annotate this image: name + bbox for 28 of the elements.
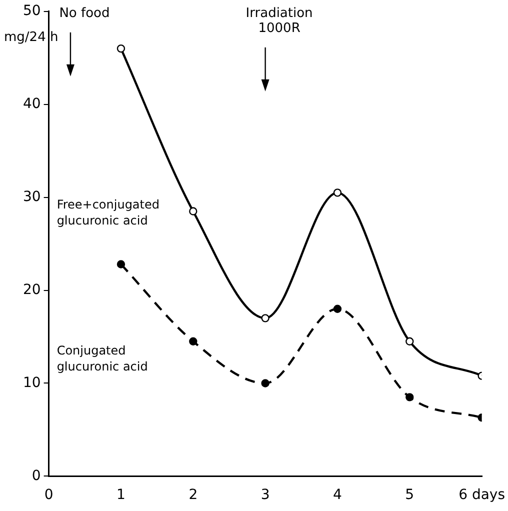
point xyxy=(406,337,414,346)
x-tick-label: 3 xyxy=(260,487,270,504)
x-tick-label: 4 xyxy=(333,487,342,504)
y-tick-label: 0 xyxy=(32,468,41,484)
x-tick-label: 0 xyxy=(44,487,54,504)
y-tick-label: 20 xyxy=(22,282,41,298)
text: Conjugated glucuronic acid xyxy=(56,343,148,374)
x-tick-label: 2 xyxy=(188,487,198,504)
point xyxy=(261,379,270,388)
y-tick-label: 40 xyxy=(22,96,41,112)
point xyxy=(261,314,270,322)
point xyxy=(333,304,342,313)
x-tick-label: 1 xyxy=(116,487,126,504)
point xyxy=(406,393,414,402)
series-label: Free+conjugated glucuronic acid xyxy=(56,197,160,228)
y-axis-title: mg/24 h xyxy=(4,30,58,45)
point xyxy=(333,188,342,197)
y-tick-label: 30 xyxy=(22,188,41,205)
point xyxy=(189,207,198,216)
annotation: Irradiation 1000R xyxy=(246,6,313,36)
y-tick-label: 10 xyxy=(22,374,41,391)
point xyxy=(116,260,126,268)
point xyxy=(116,44,126,53)
x-tick-label: 5 xyxy=(405,487,414,504)
point xyxy=(189,337,198,346)
annotation: No food xyxy=(59,6,110,21)
y-tick-label: 50 xyxy=(22,3,41,20)
x-tick-label: 6 days xyxy=(458,487,505,504)
